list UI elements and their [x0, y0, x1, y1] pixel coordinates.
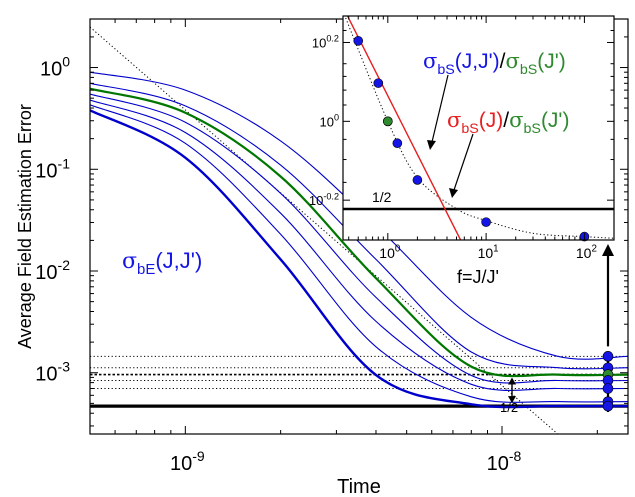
half-arrow-head-up	[508, 377, 516, 385]
inset-blue-point	[481, 217, 491, 227]
inset-red-line	[346, 16, 462, 240]
half-label: 1/2	[500, 400, 518, 415]
inset-x-tick-label: 100	[379, 244, 401, 261]
inset-plot-area	[343, 16, 614, 240]
inset-blue-point	[392, 138, 403, 149]
inset-half-label: 1/2	[372, 189, 392, 205]
inset-blue-point	[353, 36, 364, 46]
legend-pointer-head	[427, 140, 436, 150]
series-line	[90, 82, 628, 370]
inset-blue-point	[412, 175, 423, 185]
y-tick-label: 10-1	[35, 155, 70, 182]
inset-y-tick-label: 10-0.2	[309, 191, 339, 208]
x-tick-label: 10-8	[487, 448, 522, 475]
legend-entry: σbS(J)/σbS(J')	[447, 108, 569, 137]
marker-point	[602, 351, 614, 362]
legend-pointer-line	[431, 74, 449, 143]
inset-x-tick-label: 101	[478, 244, 499, 261]
reference-line	[90, 26, 559, 434]
main-plot-area	[90, 26, 628, 434]
inset-x-tick-label: 102	[576, 244, 597, 261]
x-tick-label: 10-9	[170, 448, 205, 475]
legend-pointer-head	[449, 188, 458, 198]
inset-y-tick-label: 100.2	[312, 34, 339, 51]
inset-y-tick-label: 100	[319, 112, 339, 129]
inset-background	[343, 16, 614, 240]
inset-x-axis-label: f=J/J'	[457, 267, 499, 287]
x-axis-label: Time	[337, 476, 381, 497]
inset-axes-frame	[342, 15, 615, 241]
y-tick-label: 100	[40, 54, 70, 81]
y-tick-label: 10-2	[35, 257, 70, 284]
y-axis-label: Average Field Estimation Error	[15, 104, 35, 349]
marker-point	[602, 383, 614, 394]
legend-entry: σbS(J,J')/σbS(J')	[423, 49, 566, 78]
inset-blue-point	[373, 78, 384, 88]
marker-point	[602, 400, 614, 412]
marker-arrow-head	[602, 244, 614, 256]
series-line	[90, 93, 628, 384]
series-line	[90, 109, 628, 409]
legend-pointer-line	[453, 133, 474, 191]
series-line	[90, 99, 628, 391]
half-arrow-head-down	[508, 396, 516, 404]
inset-dotted-curve	[344, 16, 614, 239]
series-line	[90, 104, 628, 403]
inset-green-point	[383, 116, 393, 127]
curve-label: σbE(J,J')	[122, 248, 202, 278]
inset-chart: 100.2 100 10-0.2 100 101 102 f=J/J' 1/2 σbS(J,J'…	[309, 15, 615, 287]
y-tick-label: 10-3	[35, 359, 70, 386]
series-line	[90, 87, 628, 378]
